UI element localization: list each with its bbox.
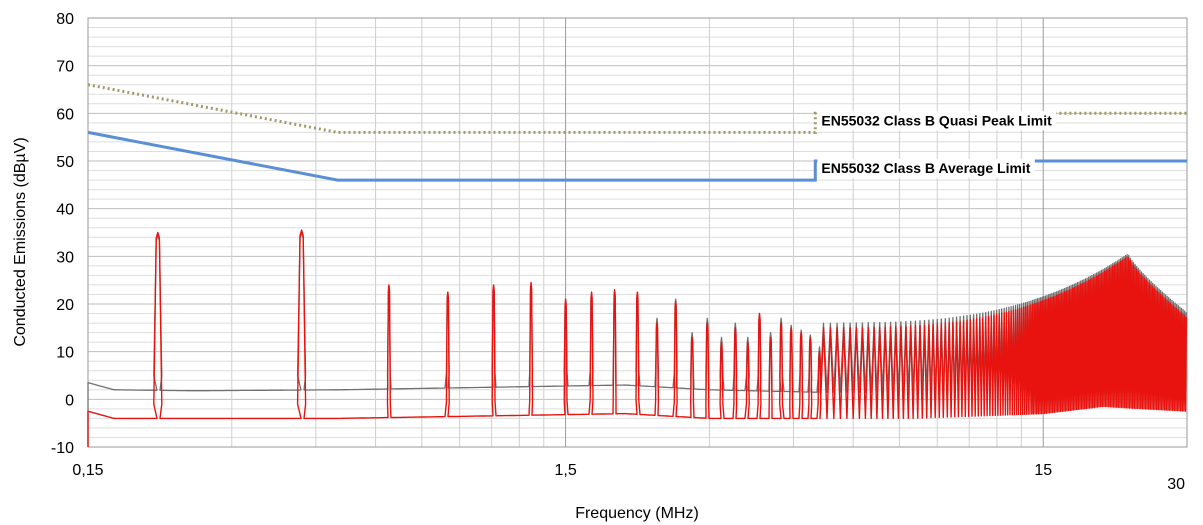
annotation-background	[817, 158, 1035, 178]
y-tick-label: 10	[56, 345, 74, 362]
x-tick-label: 15	[1034, 462, 1052, 479]
x-tick-label: 0,15	[72, 462, 103, 479]
y-tick-label: -10	[51, 440, 74, 457]
x-tick-label: 30	[1167, 476, 1185, 493]
plot-border	[87, 17, 1188, 448]
x-tick-label: 1,5	[554, 462, 576, 479]
tick-labels: -10 0 10 20 30 40 50 60 70 80 0,15 1,5 15 30	[51, 11, 1185, 493]
annotation-layer: EN55032 Class B Quasi Peak Limit EN55032 …	[817, 111, 1057, 178]
annotation-background	[817, 111, 1057, 131]
series-quasi-peak-limit	[87, 83, 1187, 134]
y-tick-label: 50	[56, 154, 74, 171]
annotation-label: EN55032 Class B Average Limit	[821, 160, 1030, 176]
series-average-measurement	[87, 229, 1187, 447]
y-tick-label: 20	[56, 297, 74, 314]
y-tick-label: 40	[56, 202, 74, 219]
y-tick-label: 70	[56, 59, 74, 76]
y-axis-label: Conducted Emissions (dBµV)	[12, 137, 29, 346]
y-tick-label: 0	[65, 392, 74, 409]
y-tick-label: 30	[56, 249, 74, 266]
annotation-label: EN55032 Class B Quasi Peak Limit	[821, 112, 1052, 128]
y-tick-label: 80	[56, 11, 74, 28]
x-axis-label: Frequency (MHz)	[575, 505, 699, 522]
y-tick-label: 60	[56, 106, 74, 123]
